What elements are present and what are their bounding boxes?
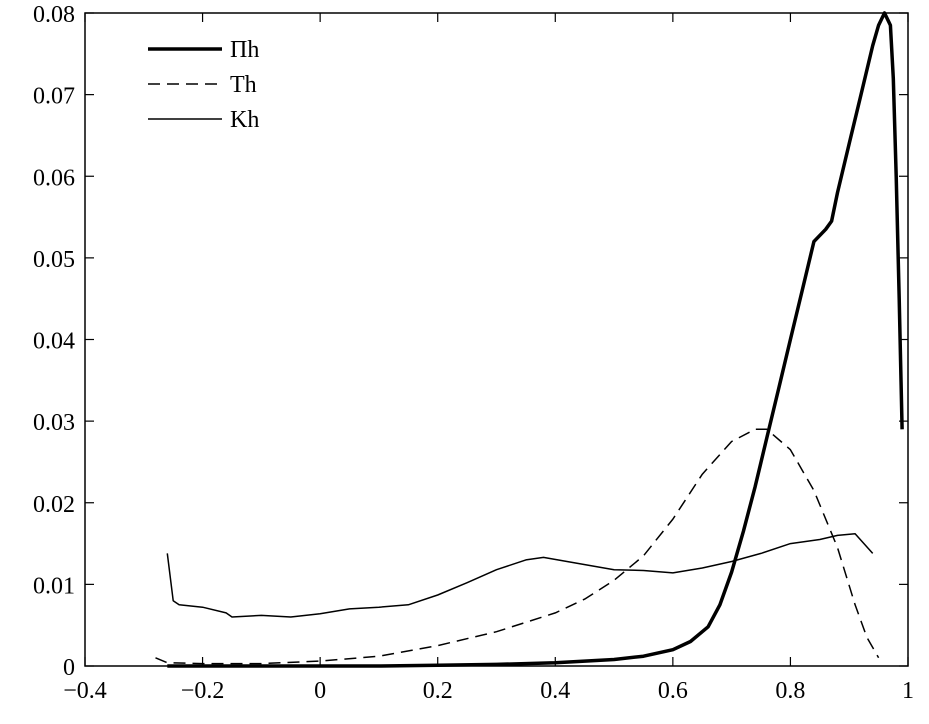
x-tick-label: −0.2: [181, 678, 225, 704]
x-tick-label: 1: [902, 678, 914, 704]
legend-label-kh: Kh: [230, 107, 259, 133]
x-tick-label: 0.4: [540, 678, 570, 704]
y-tick-label: 0.07: [33, 84, 75, 110]
series-line-kh: [166, 533, 874, 618]
y-tick-label: 0.06: [33, 165, 75, 191]
series-line-th: [155, 428, 880, 665]
y-tick-label: 0.01: [33, 573, 75, 599]
x-tick-label: 0.2: [423, 678, 453, 704]
y-tick-label: 0.05: [33, 247, 75, 273]
y-tick-label: 0.04: [33, 329, 75, 355]
legend-label-pi-h: Πh: [230, 37, 259, 63]
y-tick-label: 0: [63, 655, 75, 681]
x-tick-label: 0.8: [775, 678, 805, 704]
x-tick-label: −0.4: [63, 678, 107, 704]
y-tick-label: 0.02: [33, 492, 75, 518]
series-line-pi-h: [167, 11, 904, 668]
x-tick-label: 0.6: [658, 678, 688, 704]
series-layer: [155, 11, 904, 668]
plot-area-frame: [84, 12, 909, 667]
legend: Πh Th Kh: [148, 37, 259, 133]
x-tick-label: 0: [314, 678, 326, 704]
y-tick-label: 0.08: [33, 2, 75, 28]
y-tick-label: 0.03: [33, 410, 75, 436]
ticks-layer: −0.4 −0.2 0 0.2 0.4 0.6 0.8 1 0 0.01 0.02 0.03 0.04 0…: [33, 2, 914, 704]
legend-label-th: Th: [230, 72, 257, 98]
